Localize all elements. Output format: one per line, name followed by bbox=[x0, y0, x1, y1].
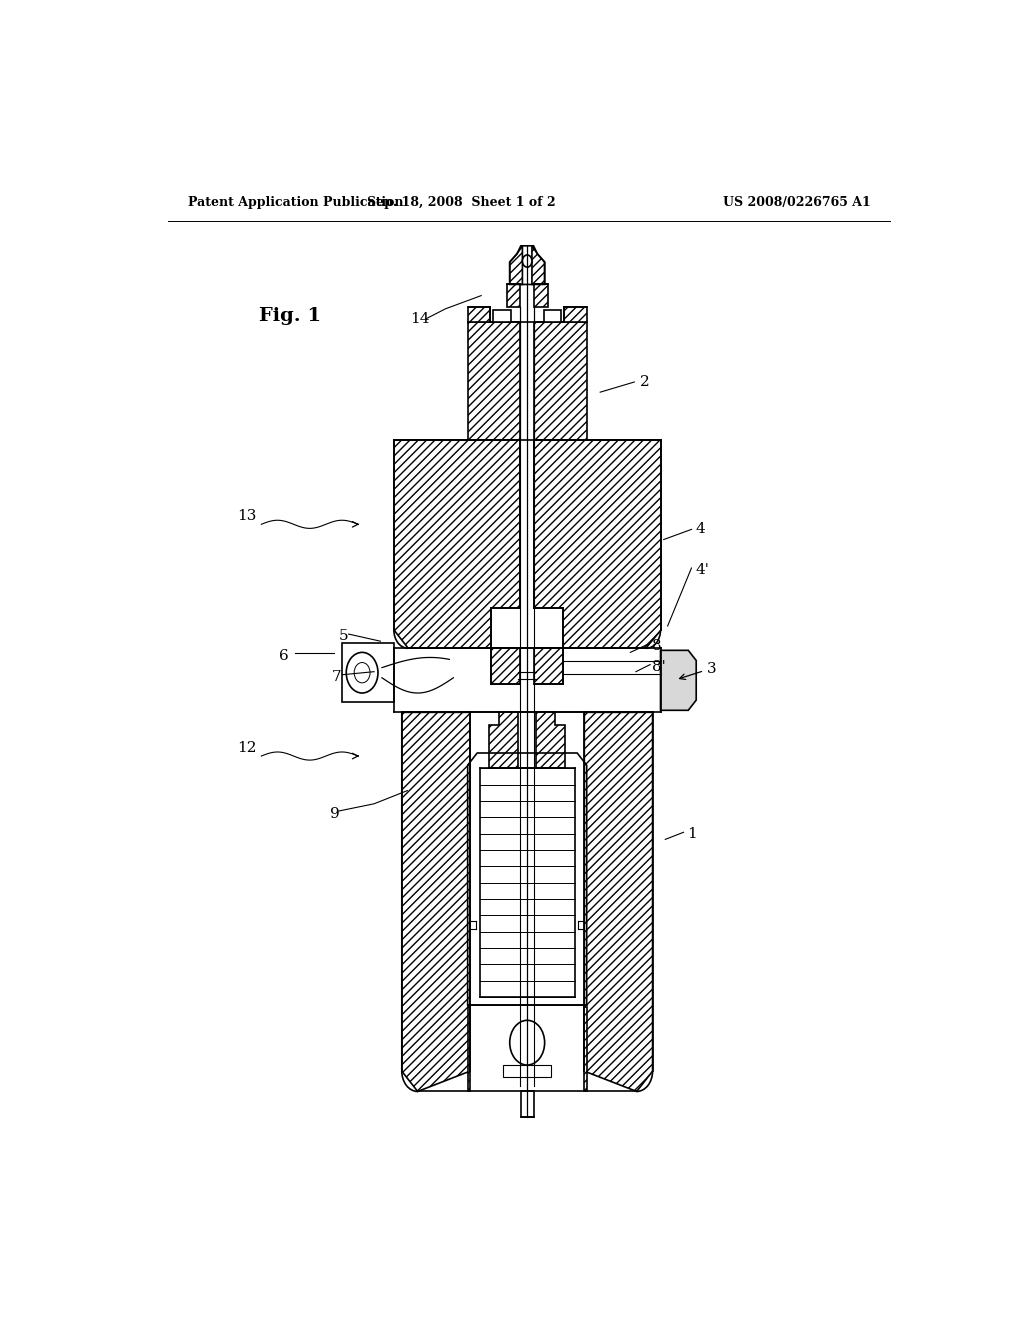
Text: 1: 1 bbox=[687, 828, 696, 841]
Text: Sep. 18, 2008  Sheet 1 of 2: Sep. 18, 2008 Sheet 1 of 2 bbox=[367, 195, 556, 209]
Text: 6: 6 bbox=[279, 649, 289, 664]
Circle shape bbox=[510, 1020, 545, 1065]
Polygon shape bbox=[510, 246, 522, 284]
Polygon shape bbox=[585, 713, 652, 1092]
Polygon shape bbox=[535, 322, 587, 440]
Text: 4': 4' bbox=[695, 564, 710, 577]
Bar bbox=[494, 310, 511, 322]
Text: 13: 13 bbox=[238, 510, 257, 523]
Polygon shape bbox=[585, 1007, 587, 1092]
Text: 12: 12 bbox=[238, 741, 257, 755]
Text: US 2008/0226765 A1: US 2008/0226765 A1 bbox=[723, 195, 871, 209]
Text: 9: 9 bbox=[330, 807, 339, 821]
Polygon shape bbox=[489, 713, 518, 768]
Bar bbox=[342, 643, 394, 702]
Bar bbox=[504, 1065, 551, 1077]
Text: 8': 8' bbox=[652, 660, 666, 673]
Circle shape bbox=[354, 663, 370, 682]
Polygon shape bbox=[468, 1007, 470, 1092]
Text: 8: 8 bbox=[652, 639, 662, 653]
Bar bbox=[521, 1092, 534, 1117]
Circle shape bbox=[522, 255, 531, 267]
Text: Patent Application Publication: Patent Application Publication bbox=[187, 195, 403, 209]
Polygon shape bbox=[535, 648, 563, 684]
Polygon shape bbox=[535, 440, 660, 648]
Polygon shape bbox=[492, 648, 520, 684]
Polygon shape bbox=[536, 713, 565, 768]
Polygon shape bbox=[401, 713, 470, 1092]
Text: 14: 14 bbox=[410, 312, 429, 326]
Text: Fig. 1: Fig. 1 bbox=[259, 308, 322, 325]
Polygon shape bbox=[468, 322, 520, 440]
Polygon shape bbox=[564, 306, 587, 322]
Text: 2: 2 bbox=[640, 375, 649, 389]
Polygon shape bbox=[531, 246, 545, 284]
Polygon shape bbox=[394, 440, 520, 648]
Bar bbox=[544, 310, 561, 322]
Text: 7: 7 bbox=[332, 669, 342, 684]
Polygon shape bbox=[535, 284, 548, 306]
Text: 5: 5 bbox=[338, 630, 348, 643]
Text: 4: 4 bbox=[695, 523, 706, 536]
Circle shape bbox=[346, 652, 378, 693]
Text: 3: 3 bbox=[708, 661, 717, 676]
Polygon shape bbox=[468, 306, 489, 322]
Polygon shape bbox=[660, 651, 696, 710]
Polygon shape bbox=[507, 284, 520, 306]
